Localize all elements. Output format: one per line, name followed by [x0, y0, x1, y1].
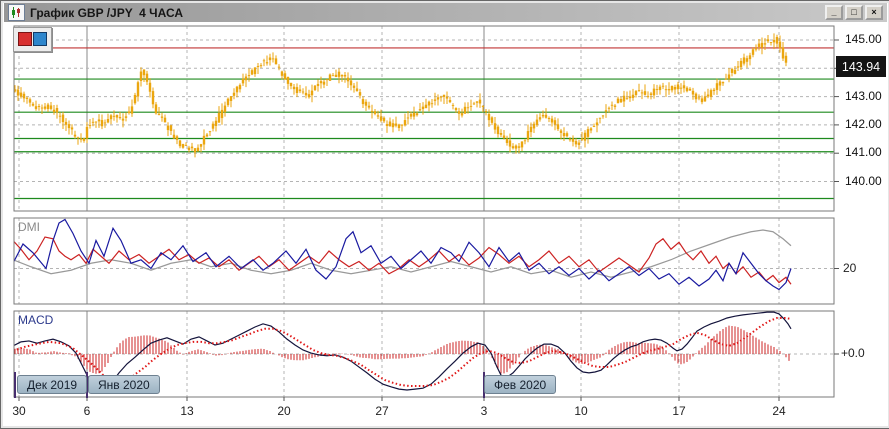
chart-canvas[interactable]	[4, 22, 887, 425]
date-axis-label: 6	[83, 404, 91, 418]
red-series-button[interactable]	[18, 32, 32, 46]
date-axis-label: 30	[12, 404, 26, 418]
dmi-scale-label: 20	[843, 261, 857, 275]
current-price-badge: 143.94	[836, 56, 886, 77]
date-axis-label: 13	[180, 404, 194, 418]
chart-client-area: 143.94 DMI MACD 20 +0.0 145.00 143.00 142.…	[4, 22, 887, 425]
close-button[interactable]: ×	[865, 5, 883, 20]
price-axis-label: 141.00	[845, 145, 882, 160]
minimize-button[interactable]: _	[825, 5, 843, 20]
date-axis-label: 27	[375, 404, 389, 418]
macd-series	[14, 311, 792, 393]
date-axis-label: 3	[480, 404, 488, 418]
macd-zero-label: +0.0	[841, 346, 865, 360]
dmi-panel-label: DMI	[18, 220, 40, 234]
month-button[interactable]: Фев 2020	[484, 375, 557, 394]
title-bar[interactable]: График GBP /JPY 4 ЧАСА _ □ ×	[4, 3, 887, 22]
window-title: График GBP /JPY 4 ЧАСА	[30, 5, 183, 20]
date-axis-label: 24	[772, 404, 786, 418]
date-axis-label: 20	[277, 404, 291, 418]
window-controls: _ □ ×	[825, 5, 883, 20]
date-axis-label: 17	[672, 404, 686, 418]
candles	[14, 33, 788, 158]
month-button[interactable]: Дек 2019	[17, 375, 88, 394]
price-axis-label: 143.00	[845, 88, 882, 103]
price-axis-label: 140.00	[845, 173, 882, 188]
maximize-button[interactable]: □	[845, 5, 863, 20]
price-axis-label: 142.00	[845, 116, 882, 131]
date-axis-label: 10	[574, 404, 588, 418]
dmi-lines	[14, 218, 792, 291]
month-button[interactable]: Янв 2020	[88, 375, 160, 394]
blue-series-button[interactable]	[33, 32, 47, 46]
window-icon	[8, 4, 25, 21]
macd-panel-label: MACD	[18, 313, 54, 327]
series-legend	[13, 27, 52, 52]
price-axis-label: 145.00	[845, 32, 882, 46]
